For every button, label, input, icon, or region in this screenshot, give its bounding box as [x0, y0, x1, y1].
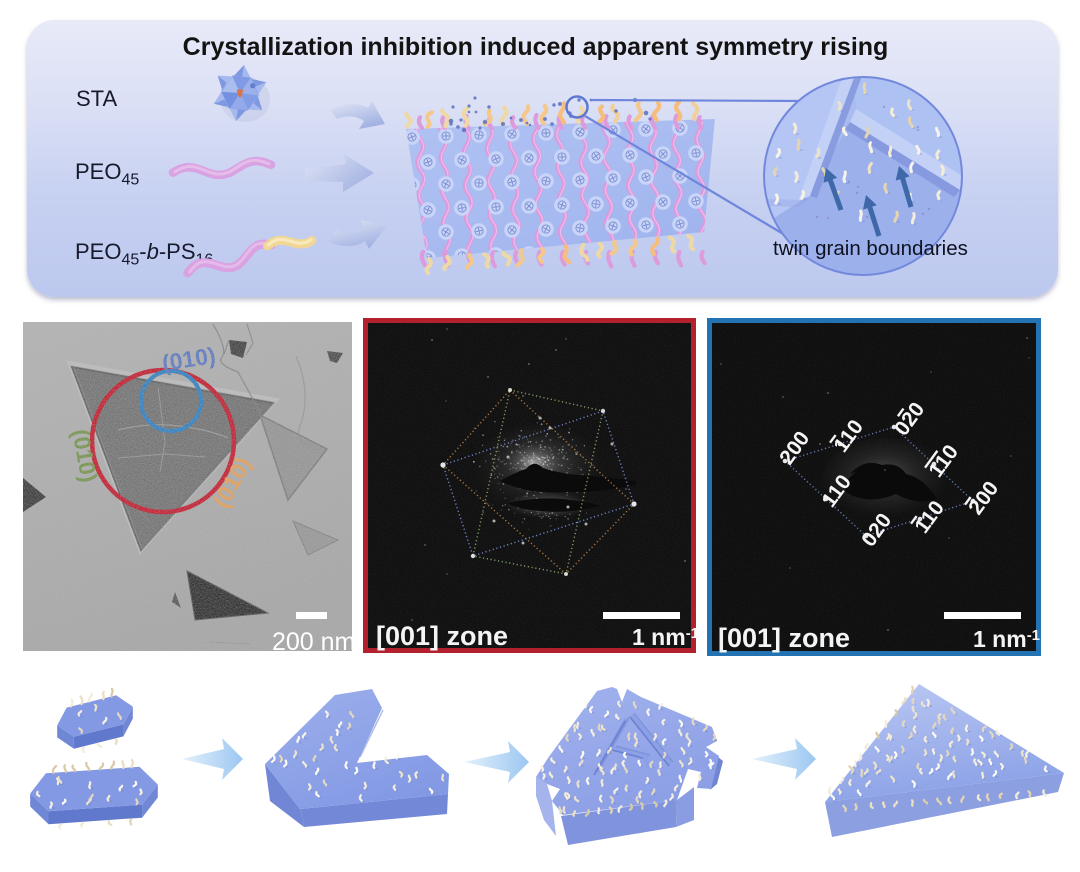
- svg-text:twin grain boundaries: twin grain boundaries: [773, 237, 968, 260]
- svg-text:200 nm: 200 nm: [272, 628, 352, 651]
